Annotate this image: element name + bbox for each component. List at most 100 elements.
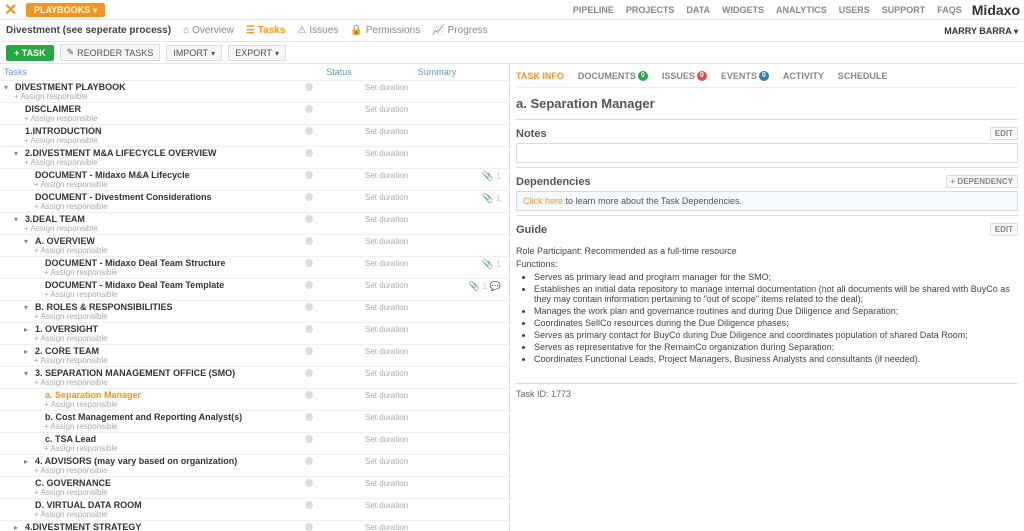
task-name[interactable]: 2. CORE TEAM <box>35 346 99 356</box>
assign-responsible[interactable]: + Assign responsible <box>4 180 305 189</box>
task-row[interactable]: b. Cost Management and Reporting Analyst… <box>0 411 509 433</box>
task-row[interactable]: ▾2.DIVESTMENT M&A LIFECYCLE OVERVIEW+ As… <box>0 147 509 169</box>
nav-pipeline[interactable]: PIPELINE <box>573 5 614 15</box>
chevron-icon[interactable]: ▸ <box>24 457 32 466</box>
assign-responsible[interactable]: + Assign responsible <box>4 488 305 497</box>
nav-support[interactable]: SUPPORT <box>882 5 926 15</box>
set-duration[interactable]: Set duration <box>365 455 425 466</box>
tab-tasks[interactable]: ☰ Tasks <box>246 25 286 36</box>
set-duration[interactable]: Set duration <box>365 235 425 246</box>
task-row[interactable]: DOCUMENT - Midaxo Deal Team Structure+ A… <box>0 257 509 279</box>
task-row[interactable]: DISCLAIMER+ Assign responsibleSet durati… <box>0 103 509 125</box>
add-dependency-button[interactable]: + DEPENDENCY <box>946 175 1018 188</box>
set-duration[interactable]: Set duration <box>365 279 425 290</box>
task-row[interactable]: ▾DIVESTMENT PLAYBOOK+ Assign responsible… <box>0 81 509 103</box>
task-row[interactable]: DOCUMENT - Midaxo Deal Team Template+ As… <box>0 279 509 301</box>
tab-permissions[interactable]: 🔒 Permissions <box>350 25 420 36</box>
task-name[interactable]: 3. SEPARATION MANAGEMENT OFFICE (SMO) <box>35 368 235 378</box>
set-duration[interactable]: Set duration <box>365 367 425 378</box>
set-duration[interactable]: Set duration <box>365 169 425 180</box>
status-dot[interactable] <box>305 435 313 443</box>
status-dot[interactable] <box>305 303 313 311</box>
assign-responsible[interactable]: + Assign responsible <box>4 92 305 101</box>
col-summary[interactable]: Summary <box>369 67 505 77</box>
chevron-icon[interactable]: ▾ <box>4 83 12 92</box>
task-row[interactable]: DOCUMENT - Divestment Considerations+ As… <box>0 191 509 213</box>
set-duration[interactable]: Set duration <box>365 213 425 224</box>
chevron-icon[interactable]: ▾ <box>14 149 22 158</box>
task-row[interactable]: ▸1. OVERSIGHT+ Assign responsibleSet dur… <box>0 323 509 345</box>
set-duration[interactable]: Set duration <box>365 301 425 312</box>
task-row[interactable]: D. VIRTUAL DATA ROOM+ Assign responsible… <box>0 499 509 521</box>
task-name[interactable]: 1. OVERSIGHT <box>35 324 98 334</box>
rtab-issues[interactable]: ISSUES0 <box>662 71 707 81</box>
set-duration[interactable]: Set duration <box>365 389 425 400</box>
nav-projects[interactable]: PROJECTS <box>626 5 675 15</box>
rtab-taskinfo[interactable]: TASK INFO <box>516 71 564 81</box>
set-duration[interactable]: Set duration <box>365 147 425 158</box>
assign-responsible[interactable]: + Assign responsible <box>4 466 305 475</box>
task-name[interactable]: 3.DEAL TEAM <box>25 214 85 224</box>
set-duration[interactable]: Set duration <box>365 125 425 136</box>
status-dot[interactable] <box>305 369 313 377</box>
status-dot[interactable] <box>305 479 313 487</box>
task-name[interactable]: a. Separation Manager <box>45 390 141 400</box>
set-duration[interactable]: Set duration <box>365 521 425 531</box>
assign-responsible[interactable]: + Assign responsible <box>4 422 305 431</box>
task-name[interactable]: B. ROLES & RESPONSIBILITIES <box>35 302 173 312</box>
task-name[interactable]: 4.DIVESTMENT STRATEGY <box>25 522 141 531</box>
status-dot[interactable] <box>305 391 313 399</box>
task-row[interactable]: ▾A. OVERVIEW+ Assign responsibleSet dura… <box>0 235 509 257</box>
task-row[interactable]: DOCUMENT - Midaxo M&A Lifecycle+ Assign … <box>0 169 509 191</box>
assign-responsible[interactable]: + Assign responsible <box>4 202 305 211</box>
tab-issues[interactable]: ⚠ Issues <box>297 25 338 36</box>
status-dot[interactable] <box>305 105 313 113</box>
task-name[interactable]: 4. ADVISORS (may vary based on organizat… <box>35 456 237 466</box>
assign-responsible[interactable]: + Assign responsible <box>4 400 305 409</box>
chevron-icon[interactable]: ▸ <box>14 523 22 531</box>
notes-edit-button[interactable]: EDIT <box>990 127 1018 140</box>
reorder-tasks-button[interactable]: ✎ REORDER TASKS <box>60 44 161 61</box>
chevron-icon[interactable]: ▾ <box>24 369 32 378</box>
status-dot[interactable] <box>305 259 313 267</box>
nav-widgets[interactable]: WIDGETS <box>722 5 764 15</box>
set-duration[interactable]: Set duration <box>365 345 425 356</box>
rtab-events[interactable]: EVENTS0 <box>721 71 769 81</box>
task-row[interactable]: ▸4.DIVESTMENT STRATEGY+ Assign responsib… <box>0 521 509 531</box>
chevron-icon[interactable]: ▸ <box>24 347 32 356</box>
task-row[interactable]: c. TSA Lead+ Assign responsible Set durat… <box>0 433 509 455</box>
set-duration[interactable]: Set duration <box>365 323 425 334</box>
assign-responsible[interactable]: + Assign responsible <box>4 444 305 453</box>
task-row[interactable]: ▾3.DEAL TEAM+ Assign responsibleSet dura… <box>0 213 509 235</box>
task-name[interactable]: C. GOVERNANCE <box>35 478 111 488</box>
task-name[interactable]: 2.DIVESTMENT M&A LIFECYCLE OVERVIEW <box>25 148 217 158</box>
rtab-schedule[interactable]: SCHEDULE <box>838 71 888 81</box>
task-row[interactable]: ▸2. CORE TEAM+ Assign responsibleSet dur… <box>0 345 509 367</box>
task-name[interactable]: c. TSA Lead <box>45 434 96 444</box>
playbooks-dropdown[interactable]: PLAYBOOKS <box>26 3 105 17</box>
set-duration[interactable]: Set duration <box>365 433 425 444</box>
assign-responsible[interactable]: + Assign responsible <box>4 246 305 255</box>
assign-responsible[interactable]: + Assign responsible <box>4 268 305 277</box>
status-dot[interactable] <box>305 457 313 465</box>
task-name[interactable]: A. OVERVIEW <box>35 236 95 246</box>
status-dot[interactable] <box>305 501 313 509</box>
task-row[interactable]: 1.INTRODUCTION+ Assign responsibleSet du… <box>0 125 509 147</box>
status-dot[interactable] <box>305 193 313 201</box>
export-button[interactable]: EXPORT <box>228 45 286 61</box>
status-dot[interactable] <box>305 347 313 355</box>
guide-edit-button[interactable]: EDIT <box>990 223 1018 236</box>
chevron-icon[interactable]: ▾ <box>24 303 32 312</box>
task-name[interactable]: DISCLAIMER <box>25 104 81 114</box>
assign-responsible[interactable]: + Assign responsible <box>4 158 305 167</box>
set-duration[interactable]: Set duration <box>365 257 425 268</box>
task-row[interactable]: ▸4. ADVISORS (may vary based on organiza… <box>0 455 509 477</box>
status-dot[interactable] <box>305 237 313 245</box>
status-dot[interactable] <box>305 281 313 289</box>
set-duration[interactable]: Set duration <box>365 499 425 510</box>
status-dot[interactable] <box>305 149 313 157</box>
task-row[interactable]: C. GOVERNANCE+ Assign responsibleSet dur… <box>0 477 509 499</box>
col-tasks[interactable]: Tasks <box>4 67 309 77</box>
status-dot[interactable] <box>305 171 313 179</box>
assign-responsible[interactable]: + Assign responsible <box>4 312 305 321</box>
